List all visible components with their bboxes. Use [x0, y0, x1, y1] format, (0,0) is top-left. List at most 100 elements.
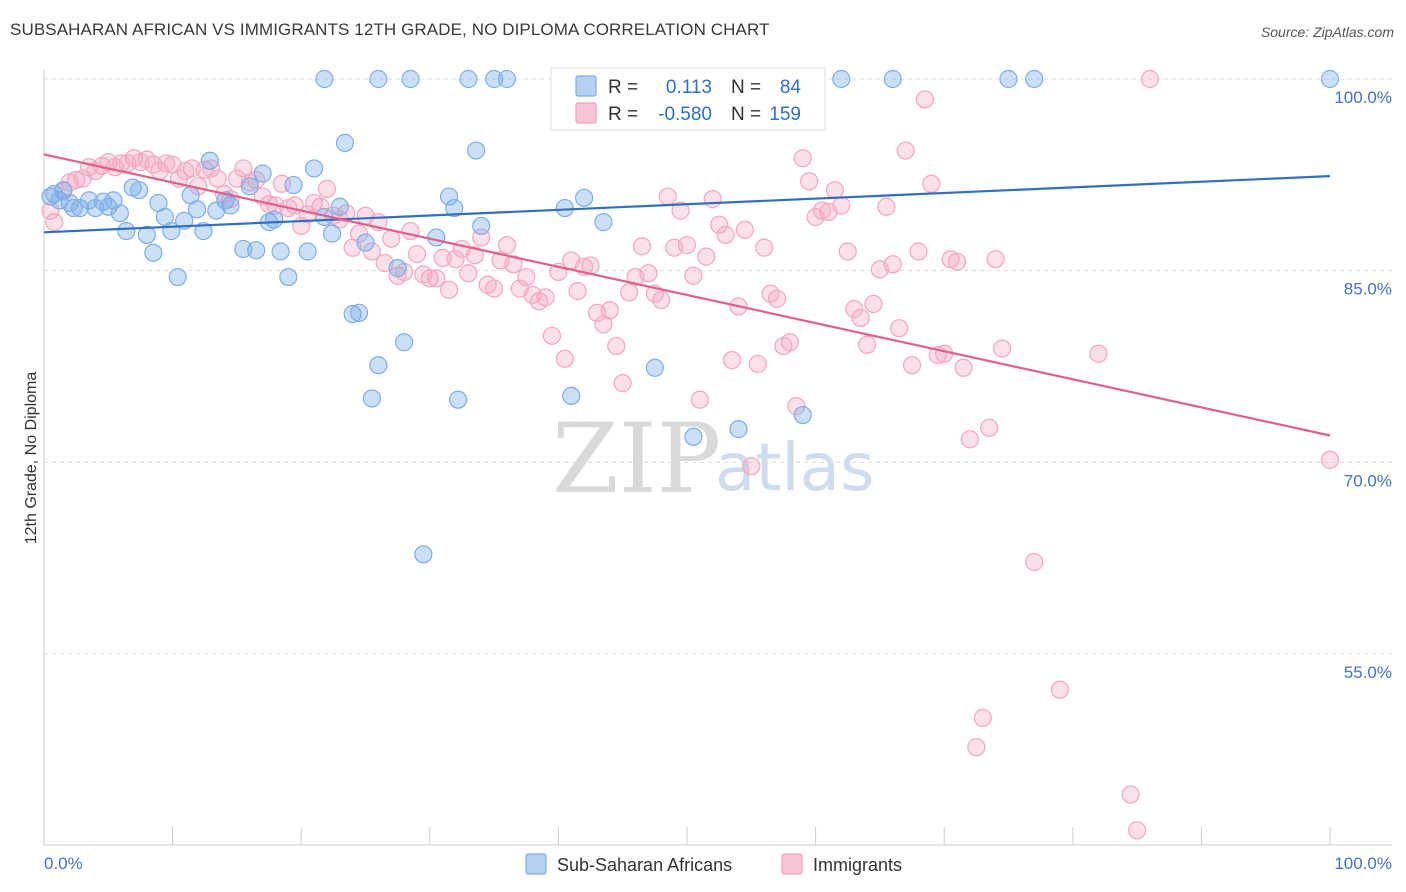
subsaharan-point — [999, 69, 1018, 89]
immigrants-point — [947, 252, 967, 271]
immigrants-point — [954, 358, 973, 377]
immigrants-point — [1320, 450, 1340, 469]
immigrants-point — [536, 288, 555, 307]
immigrants-point — [446, 250, 465, 269]
immigrants-point — [980, 418, 999, 437]
immigrants-point — [317, 179, 337, 198]
subsaharan-point — [1320, 69, 1340, 89]
immigrants-point — [433, 248, 452, 267]
subsaharan-point — [793, 405, 812, 425]
bottom-legend-label-subsaharan: Sub-Saharan Africans — [557, 855, 732, 875]
subsaharan-point — [1025, 69, 1044, 89]
subsaharan-point — [330, 197, 349, 216]
immigrants-point — [915, 90, 935, 109]
subsaharan-point — [343, 305, 362, 324]
immigrants-point — [967, 738, 986, 757]
legend-r-value-1: 0.113 — [666, 77, 712, 98]
immigrants-point — [1121, 785, 1140, 804]
immigrants-point — [555, 349, 574, 368]
subsaharan-point — [335, 133, 355, 152]
subsaharan-point — [253, 164, 272, 183]
immigrants-point — [684, 266, 703, 285]
immigrants-point — [382, 229, 401, 248]
subsaharan-point — [130, 181, 149, 200]
immigrants-point — [986, 250, 1005, 269]
x-axis-ticks — [43, 827, 1331, 845]
legend-n-value-2: 159 — [769, 104, 801, 125]
y-tick-label: 55.0% — [1344, 663, 1392, 682]
immigrants-point — [504, 255, 523, 274]
subsaharan-point — [414, 545, 433, 564]
subsaharan-point — [729, 420, 748, 439]
y-tick-label: 85.0% — [1344, 280, 1392, 299]
immigrants-point — [1089, 344, 1108, 363]
immigrants-point — [877, 197, 896, 216]
subsaharan-point — [110, 204, 129, 223]
legend-box — [550, 67, 826, 131]
immigrants-point — [272, 174, 292, 193]
immigrants-point — [459, 264, 478, 283]
subsaharan-point — [448, 390, 468, 409]
immigrants-point — [851, 308, 870, 328]
subsaharan-point — [388, 259, 407, 278]
subsaharan-point — [168, 267, 187, 287]
legend-n-label-2: N = — [731, 104, 761, 125]
immigrants-point — [767, 289, 787, 308]
x-tick-label-min: 0.0% — [44, 854, 83, 873]
immigrants-point — [1140, 69, 1160, 89]
immigrants-point — [67, 170, 86, 190]
immigrants-point — [607, 336, 626, 356]
subsaharan-point — [394, 333, 414, 352]
immigrants-point — [703, 190, 722, 209]
watermark-zip: ZIP — [552, 403, 721, 515]
immigrants-point — [465, 246, 484, 265]
subsaharan-point — [575, 188, 594, 207]
legend-r-value-2: -0.580 — [658, 104, 712, 125]
y-axis-label: 12th Grade, No Diploma — [23, 372, 40, 545]
immigrants-point — [182, 159, 201, 178]
immigrants-point — [909, 242, 928, 261]
immigrants-point — [568, 282, 587, 301]
subsaharan-point — [562, 386, 581, 405]
immigrants-point — [45, 213, 64, 232]
subsaharan-point — [187, 200, 207, 219]
immigrants-point — [208, 169, 227, 188]
immigrants-point — [857, 335, 877, 354]
subsaharan-point — [207, 201, 226, 220]
immigrants-point — [902, 356, 922, 375]
chart-title: SUBSAHARAN AFRICAN VS IMMIGRANTS 12TH GR… — [10, 20, 770, 39]
subsaharan-point — [265, 210, 284, 229]
immigrants-point — [992, 339, 1012, 358]
subsaharan-point — [472, 216, 491, 236]
subsaharan-point — [279, 267, 298, 287]
subsaharan-point — [883, 69, 902, 89]
immigrants-point — [202, 159, 221, 178]
immigrants-point — [157, 154, 176, 173]
immigrants-point — [677, 236, 697, 255]
immigrants-point — [890, 319, 909, 338]
subsaharan-point — [271, 242, 290, 261]
legend-n-label-1: N = — [731, 77, 761, 98]
immigrants-point — [735, 220, 754, 239]
subsaharan-point — [234, 239, 253, 259]
immigrants-point — [935, 344, 954, 363]
y-tick-label: 70.0% — [1344, 471, 1392, 490]
subsaharan-point — [216, 191, 235, 210]
immigrants-point — [427, 269, 446, 288]
source-label: Source: ZipAtlas.com — [1260, 24, 1394, 40]
y-tick-label: 100.0% — [1334, 88, 1392, 107]
immigrants-point — [517, 267, 536, 287]
immigrants-point — [1127, 821, 1147, 840]
subsaharan-point — [64, 198, 83, 218]
subsaharan-point — [485, 69, 504, 89]
subsaharan-point — [594, 213, 613, 232]
subsaharan-point — [497, 69, 517, 89]
subsaharan-point — [144, 243, 163, 262]
immigrants-point — [864, 294, 883, 313]
subsaharan-point — [684, 427, 703, 446]
series-legend: Sub-Saharan Africans Immigrants — [525, 853, 902, 875]
immigrants-point — [613, 374, 632, 393]
watermark-atlas: atlas — [715, 429, 875, 506]
subsaharan-point — [117, 221, 136, 241]
trend-line-immigrants — [43, 153, 1331, 437]
